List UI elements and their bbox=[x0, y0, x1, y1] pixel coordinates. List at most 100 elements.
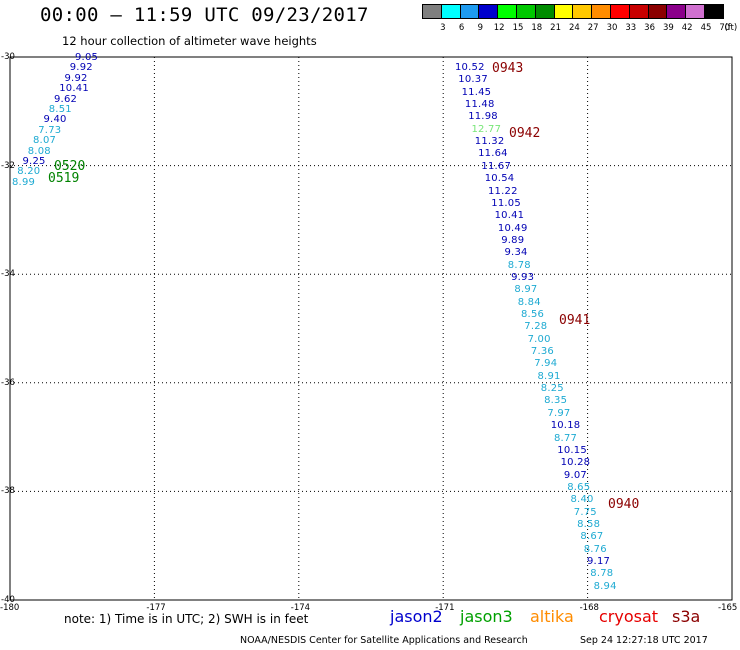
wave-height-value: 8.51 bbox=[48, 104, 72, 115]
wave-height-value: 8.40 bbox=[570, 494, 594, 506]
wave-height-value: 7.36 bbox=[530, 346, 554, 358]
wave-height-value: 9.89 bbox=[501, 234, 525, 246]
wave-height-value: 11.98 bbox=[468, 111, 498, 123]
wave-height-value: 8.94 bbox=[593, 580, 617, 592]
wave-height-value: 10.49 bbox=[497, 222, 528, 234]
legend-unit-label: (ft) bbox=[724, 23, 738, 33]
legend-bin-label: 9 bbox=[477, 23, 484, 33]
wave-height-value: 7.75 bbox=[573, 506, 597, 518]
wave-height-value: 8.76 bbox=[583, 543, 607, 555]
wave-height-value: 9.40 bbox=[43, 114, 67, 126]
wave-height-value: 8.78 bbox=[507, 259, 531, 271]
pass-time-label: 0941 bbox=[559, 313, 591, 328]
pass-time-label: 0943 bbox=[492, 61, 524, 76]
legend-bin-label: 45 bbox=[700, 23, 712, 33]
pass-time-label: 0940 bbox=[608, 497, 640, 512]
wave-height-value: 9.05 bbox=[75, 52, 99, 63]
wave-height-value: 11.22 bbox=[488, 185, 518, 197]
legend-bin-label: 39 bbox=[662, 23, 674, 33]
wave-height-value: 8.35 bbox=[544, 395, 568, 407]
map-title: 00:00 – 11:59 UTC 09/23/2017 bbox=[40, 4, 369, 26]
wave-height-value: 7.28 bbox=[524, 321, 548, 333]
pass-time-label: 0942 bbox=[509, 126, 541, 141]
pass-time-label: 0520 bbox=[54, 159, 86, 174]
wave-height-value: 8.65 bbox=[567, 481, 591, 493]
wave-height-value: 12.77 bbox=[471, 123, 502, 135]
satellite-jason2-label: jason2 bbox=[390, 607, 443, 626]
latitude-label: -40 bbox=[1, 595, 15, 605]
wave-height-value: 8.67 bbox=[580, 531, 604, 543]
longitude-label: -171 bbox=[435, 603, 455, 613]
wave-height-value: 10.41 bbox=[494, 210, 525, 222]
satellite-cryosat-label: cryosat bbox=[599, 607, 659, 626]
legend-bin-label: 36 bbox=[644, 23, 656, 33]
wave-height-value: 8.58 bbox=[577, 518, 601, 530]
footer-note: note: 1) Time is in UTC; 2) SWH is in fe… bbox=[64, 612, 309, 626]
wave-height-value: 8.20 bbox=[17, 166, 41, 178]
latitude-label: -38 bbox=[1, 486, 15, 497]
wave-height-value: 8.91 bbox=[537, 370, 561, 382]
map-border bbox=[9, 56, 733, 601]
satellite-altika-label: altika bbox=[530, 607, 574, 626]
wave-height-value: 7.00 bbox=[527, 333, 551, 345]
satellite-s3a-label: s3a bbox=[672, 607, 701, 626]
wave-height-value: 10.15 bbox=[557, 444, 587, 456]
graticule bbox=[10, 57, 732, 600]
wave-height-value: 9.92 bbox=[69, 62, 93, 74]
legend-bin-label: 3 bbox=[440, 23, 446, 33]
legend-bin-label: 27 bbox=[587, 23, 599, 33]
wave-height-value: 10.41 bbox=[59, 83, 89, 95]
wave-height-value: 9.93 bbox=[511, 271, 535, 283]
wave-height-value: 11.45 bbox=[461, 86, 492, 98]
legend-bin-label: 21 bbox=[550, 23, 562, 33]
longitude-label: -168 bbox=[579, 603, 599, 613]
wave-height-value: 9.07 bbox=[563, 469, 587, 481]
wave-height-value: 11.48 bbox=[464, 99, 495, 111]
wave-height-value: 8.56 bbox=[521, 309, 545, 320]
wave-height-color-legend: 3 6 9 12 15 18 21 24 27 30 33 36 39 42 45 70 (ft) bbox=[422, 4, 737, 34]
wave-height-value: 11.67 bbox=[481, 160, 512, 172]
legend-bin-label: 42 bbox=[681, 23, 693, 33]
legend-bin-label: 18 bbox=[531, 23, 543, 33]
legend-bin-label: 33 bbox=[625, 23, 637, 33]
wave-height-value: 8.25 bbox=[540, 383, 564, 395]
legend-bin-label: 70 bbox=[719, 23, 731, 33]
wave-height-value: 8.07 bbox=[33, 135, 57, 147]
wave-height-value: 9.62 bbox=[54, 93, 78, 105]
wave-height-value: 9.34 bbox=[504, 247, 528, 259]
legend-bin-label: 24 bbox=[568, 23, 580, 33]
wave-height-value: 10.37 bbox=[458, 74, 488, 86]
wave-height-value: 10.28 bbox=[560, 457, 591, 469]
wave-height-value: 7.73 bbox=[38, 124, 62, 136]
latitude-label: -30 bbox=[1, 52, 15, 62]
longitude-label: -165 bbox=[718, 603, 738, 613]
legend-bin-label: 12 bbox=[493, 23, 505, 33]
legend-bin-label: 30 bbox=[606, 23, 618, 33]
wave-height-value: 8.99 bbox=[12, 176, 36, 188]
wave-height-value: 9.17 bbox=[587, 556, 611, 567]
wave-height-value: 8.78 bbox=[590, 568, 614, 580]
legend-bin-label: 6 bbox=[458, 23, 465, 33]
legend-bin-label: 15 bbox=[512, 23, 524, 33]
wave-height-value: 8.77 bbox=[554, 432, 578, 444]
wave-height-value: 7.94 bbox=[534, 358, 558, 370]
wave-height-value: 10.18 bbox=[550, 420, 581, 432]
wave-height-value: 11.32 bbox=[474, 136, 505, 148]
wave-height-value: 9.25 bbox=[22, 156, 46, 167]
wave-height-value: 7.97 bbox=[547, 407, 571, 419]
legend-swatch bbox=[704, 4, 724, 19]
wave-height-value: 9.92 bbox=[64, 72, 88, 84]
wave-height-value: 11.64 bbox=[478, 148, 508, 160]
generated-timestamp: Sep 24 12:27:18 UTC 2017 bbox=[580, 635, 708, 646]
longitude-label: -174 bbox=[290, 603, 311, 613]
wave-height-value: 11.05 bbox=[491, 197, 521, 209]
latitude-label: -34 bbox=[1, 269, 15, 280]
longitude-label: -177 bbox=[146, 603, 166, 613]
map-subtitle: 12 hour collection of altimeter wave hei… bbox=[62, 34, 317, 48]
pass-time-label: 0519 bbox=[48, 171, 80, 186]
satellite-jason3-label: jason3 bbox=[460, 607, 513, 626]
longitude-label: -180 bbox=[0, 603, 20, 613]
wave-height-value: 8.84 bbox=[517, 296, 541, 308]
wave-height-value: 10.54 bbox=[484, 173, 515, 185]
